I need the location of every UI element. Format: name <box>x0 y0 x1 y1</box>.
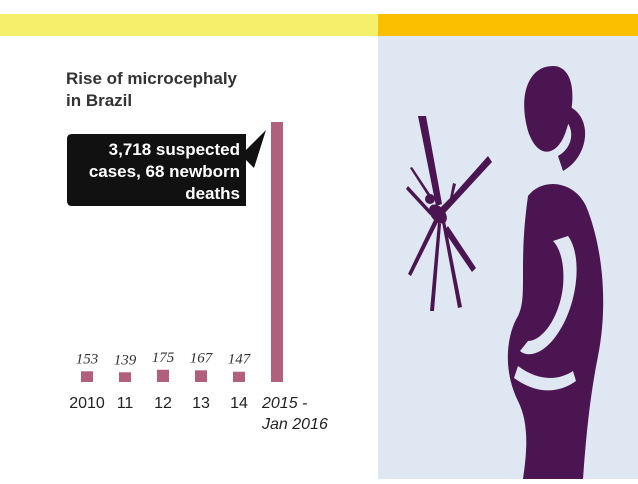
bar-2015-jan-2016 <box>271 122 283 382</box>
pregnant-woman-icon <box>507 66 604 479</box>
data-label: 153 <box>76 351 99 367</box>
data-label: 175 <box>152 350 175 366</box>
illustration-panel <box>378 36 638 479</box>
bar-2010 <box>81 371 93 382</box>
callout-background <box>67 130 266 206</box>
bar-12 <box>157 369 169 382</box>
x-tick-label: 11 <box>117 395 134 412</box>
x-tick-label: 12 <box>154 395 172 412</box>
illustration-svg <box>406 66 604 479</box>
data-label: 147 <box>228 352 252 368</box>
callout-line-2: cases, 68 newborn <box>89 162 240 181</box>
x-tick-label: 13 <box>192 395 210 412</box>
x-tick-label: 2015 - <box>261 395 307 412</box>
callout-line-3: deaths <box>185 184 240 203</box>
x-tick-label: 14 <box>230 395 248 412</box>
data-label: 139 <box>114 352 137 368</box>
bar-13 <box>195 370 207 382</box>
value-labels-group: 153 139 175 167 147 <box>76 350 252 369</box>
x-tick-label: Jan 2016 <box>261 416 328 433</box>
chart-title-line-1: Rise of microcephaly <box>66 69 238 88</box>
callout-box: 3,718 suspected cases, 68 newborn deaths <box>67 130 266 206</box>
bar-14 <box>233 371 245 382</box>
x-tick-label: 2010 <box>69 395 105 412</box>
mosquito-icon <box>406 116 492 311</box>
x-tick-labels-group: 2010 11 12 13 14 2015 - Jan 2016 <box>69 395 328 433</box>
chart-title-line-2: in Brazil <box>66 91 132 110</box>
header-accent-bar-left <box>0 14 378 36</box>
callout-line-1: 3,718 suspected <box>109 140 240 159</box>
header-accent-bar-right <box>378 14 638 36</box>
bars-group <box>81 122 283 382</box>
bar-11 <box>119 372 131 382</box>
chart-svg: Rise of microcephaly in Brazil 3,718 sus… <box>66 69 328 433</box>
data-label: 167 <box>190 350 214 366</box>
